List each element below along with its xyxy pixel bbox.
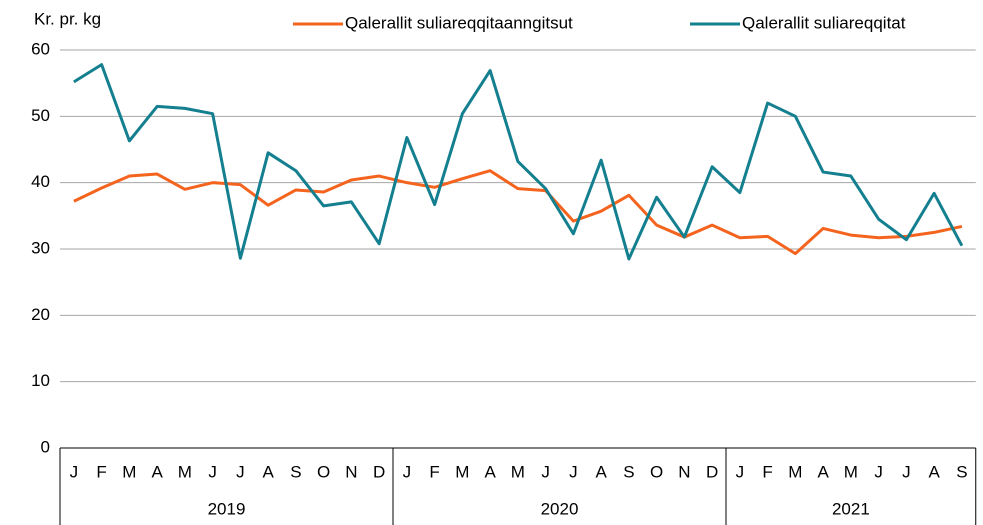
x-tick-label: S bbox=[623, 462, 634, 481]
x-tick-label: S bbox=[290, 462, 301, 481]
y-tick-label: 50 bbox=[31, 106, 50, 125]
x-tick-label: J bbox=[403, 462, 412, 481]
y-tick-label: 0 bbox=[41, 437, 50, 456]
x-tick-label: A bbox=[151, 462, 163, 481]
x-tick-label: F bbox=[96, 462, 106, 481]
year-label: 2021 bbox=[832, 499, 870, 518]
x-tick-label: M bbox=[455, 462, 469, 481]
x-tick-label: A bbox=[595, 462, 607, 481]
x-tick-label: J bbox=[541, 462, 550, 481]
x-tick-label: F bbox=[762, 462, 772, 481]
x-tick-label: N bbox=[678, 462, 690, 481]
x-tick-label: J bbox=[208, 462, 217, 481]
x-tick-label: J bbox=[736, 462, 745, 481]
x-tick-label: M bbox=[788, 462, 802, 481]
x-tick-label: J bbox=[70, 462, 79, 481]
y-tick-label: 10 bbox=[31, 371, 50, 390]
y-tick-label: 20 bbox=[31, 305, 50, 324]
x-tick-label: M bbox=[844, 462, 858, 481]
x-tick-label: A bbox=[262, 462, 274, 481]
legend-label: Qalerallit suliareqqitaanngitsut bbox=[345, 13, 573, 32]
year-label: 2019 bbox=[208, 499, 246, 518]
x-tick-label: F bbox=[429, 462, 439, 481]
x-tick-label: S bbox=[956, 462, 967, 481]
series-line bbox=[73, 169, 963, 256]
x-tick-label: M bbox=[178, 462, 192, 481]
x-tick-label: J bbox=[569, 462, 578, 481]
legend-label: Qalerallit suliareqqitat bbox=[742, 13, 906, 32]
series-line bbox=[73, 63, 964, 261]
x-tick-label: A bbox=[484, 462, 496, 481]
x-tick-label: J bbox=[236, 462, 245, 481]
x-tick-label: J bbox=[902, 462, 911, 481]
x-tick-label: D bbox=[373, 462, 385, 481]
y-tick-label: 30 bbox=[31, 238, 50, 257]
year-label: 2020 bbox=[541, 499, 579, 518]
x-tick-label: J bbox=[874, 462, 883, 481]
x-tick-label: O bbox=[650, 462, 663, 481]
x-tick-label: A bbox=[817, 462, 829, 481]
x-tick-label: M bbox=[122, 462, 136, 481]
x-tick-label: M bbox=[511, 462, 525, 481]
x-tick-label: D bbox=[706, 462, 718, 481]
y-tick-label: 60 bbox=[31, 39, 50, 58]
x-tick-label: O bbox=[317, 462, 330, 481]
y-tick-label: 40 bbox=[31, 172, 50, 191]
x-tick-label: N bbox=[345, 462, 357, 481]
y-axis-label: Kr. pr. kg bbox=[34, 9, 101, 28]
x-tick-label: A bbox=[928, 462, 940, 481]
